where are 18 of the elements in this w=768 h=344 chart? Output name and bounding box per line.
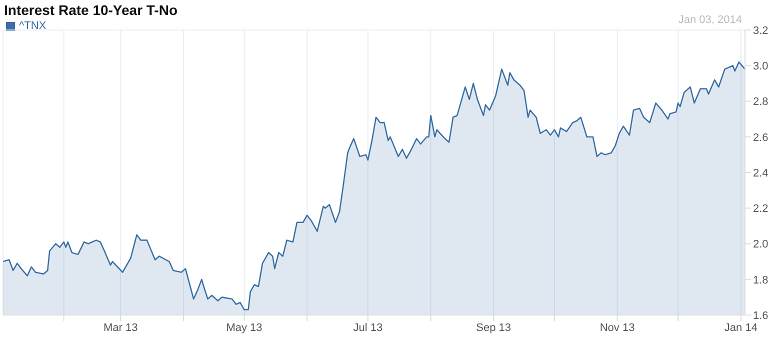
y-tick-label: 2.8: [753, 96, 768, 108]
x-tick-label: Jan 14: [724, 322, 758, 334]
y-tick-label: 2.4: [753, 167, 768, 180]
x-tick-label: Sep 13: [476, 322, 512, 334]
x-tick-label: Nov 13: [600, 322, 635, 334]
y-tick-label: 1.8: [753, 274, 768, 286]
legend-label: ^TNX: [19, 20, 46, 32]
x-tick-label: Jul 13: [353, 322, 383, 334]
y-tick-label: 2.0: [753, 238, 768, 251]
y-tick-label: 1.6: [753, 310, 768, 322]
y-tick-label: 2.6: [753, 132, 768, 144]
x-tick-label: May 13: [226, 322, 262, 334]
text: Jan 03, 2014: [678, 14, 742, 26]
y-tick-label: 3.0: [753, 60, 768, 73]
y-tick-label: 2.2: [753, 203, 768, 216]
x-tick-label: Mar 13: [103, 322, 138, 334]
chart-title: Interest Rate 10-Year T-No: [4, 2, 178, 18]
y-tick-label: 3.2: [753, 24, 768, 37]
